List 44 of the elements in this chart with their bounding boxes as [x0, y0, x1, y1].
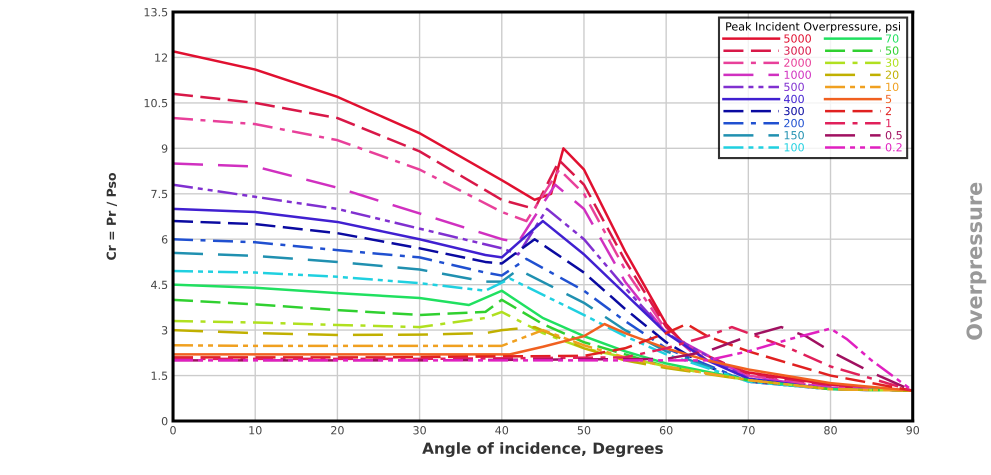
text: 30	[886, 58, 898, 67]
x-axis-title: Angle of incidence, Degrees	[422, 442, 663, 458]
text: 0.2	[886, 143, 902, 152]
y-tick-label: 6	[162, 235, 168, 244]
x-tick-label: 70	[742, 426, 755, 434]
y-tick-label: 4.5	[151, 280, 168, 290]
text: 70	[886, 34, 898, 43]
x-tick-label: 20	[331, 426, 344, 434]
x-tick-label: 40	[495, 426, 508, 434]
x-tick-label: 60	[660, 426, 672, 434]
x-tick-label: 10	[249, 426, 262, 434]
text: 50	[886, 46, 898, 55]
text: 10	[886, 82, 898, 92]
text: 400	[784, 94, 804, 104]
y-tick-label: 1.5	[152, 372, 168, 380]
text: 20	[886, 70, 898, 79]
x-tick-label: 50	[578, 426, 590, 434]
x-tick-label: 90	[906, 426, 920, 434]
y-tick-label: 13.5	[144, 8, 168, 16]
text: 5000	[784, 34, 811, 43]
text: Overpressure	[966, 182, 986, 340]
y-tick-label: 3	[162, 326, 168, 334]
y-tick-label: 9	[162, 144, 168, 153]
y-tick-label: 7.5	[151, 190, 168, 198]
text: 0.5	[886, 130, 902, 140]
x-tick-label: 0	[170, 426, 176, 434]
y-axis-title: Cr = Pr / Pso	[106, 173, 117, 260]
text: 150	[784, 130, 804, 140]
text: 500	[784, 82, 804, 92]
y-tick-label: 10.5	[144, 98, 168, 108]
y-tick-label: 12	[155, 53, 168, 62]
text: 1	[886, 119, 892, 128]
legend-title: Peak Incident Overpressure, psi	[726, 22, 900, 33]
text: 200	[784, 118, 804, 128]
text: 300	[784, 106, 804, 116]
text: 3000	[784, 46, 811, 55]
y-tick-label: 0	[162, 416, 168, 426]
text: 2	[886, 106, 891, 116]
text: 1000	[784, 70, 811, 79]
text: 100	[784, 143, 804, 152]
x-tick-label: 30	[413, 426, 426, 434]
x-tick-label: 80	[824, 426, 837, 434]
text: 2000	[784, 58, 811, 67]
text: 5	[886, 94, 892, 104]
